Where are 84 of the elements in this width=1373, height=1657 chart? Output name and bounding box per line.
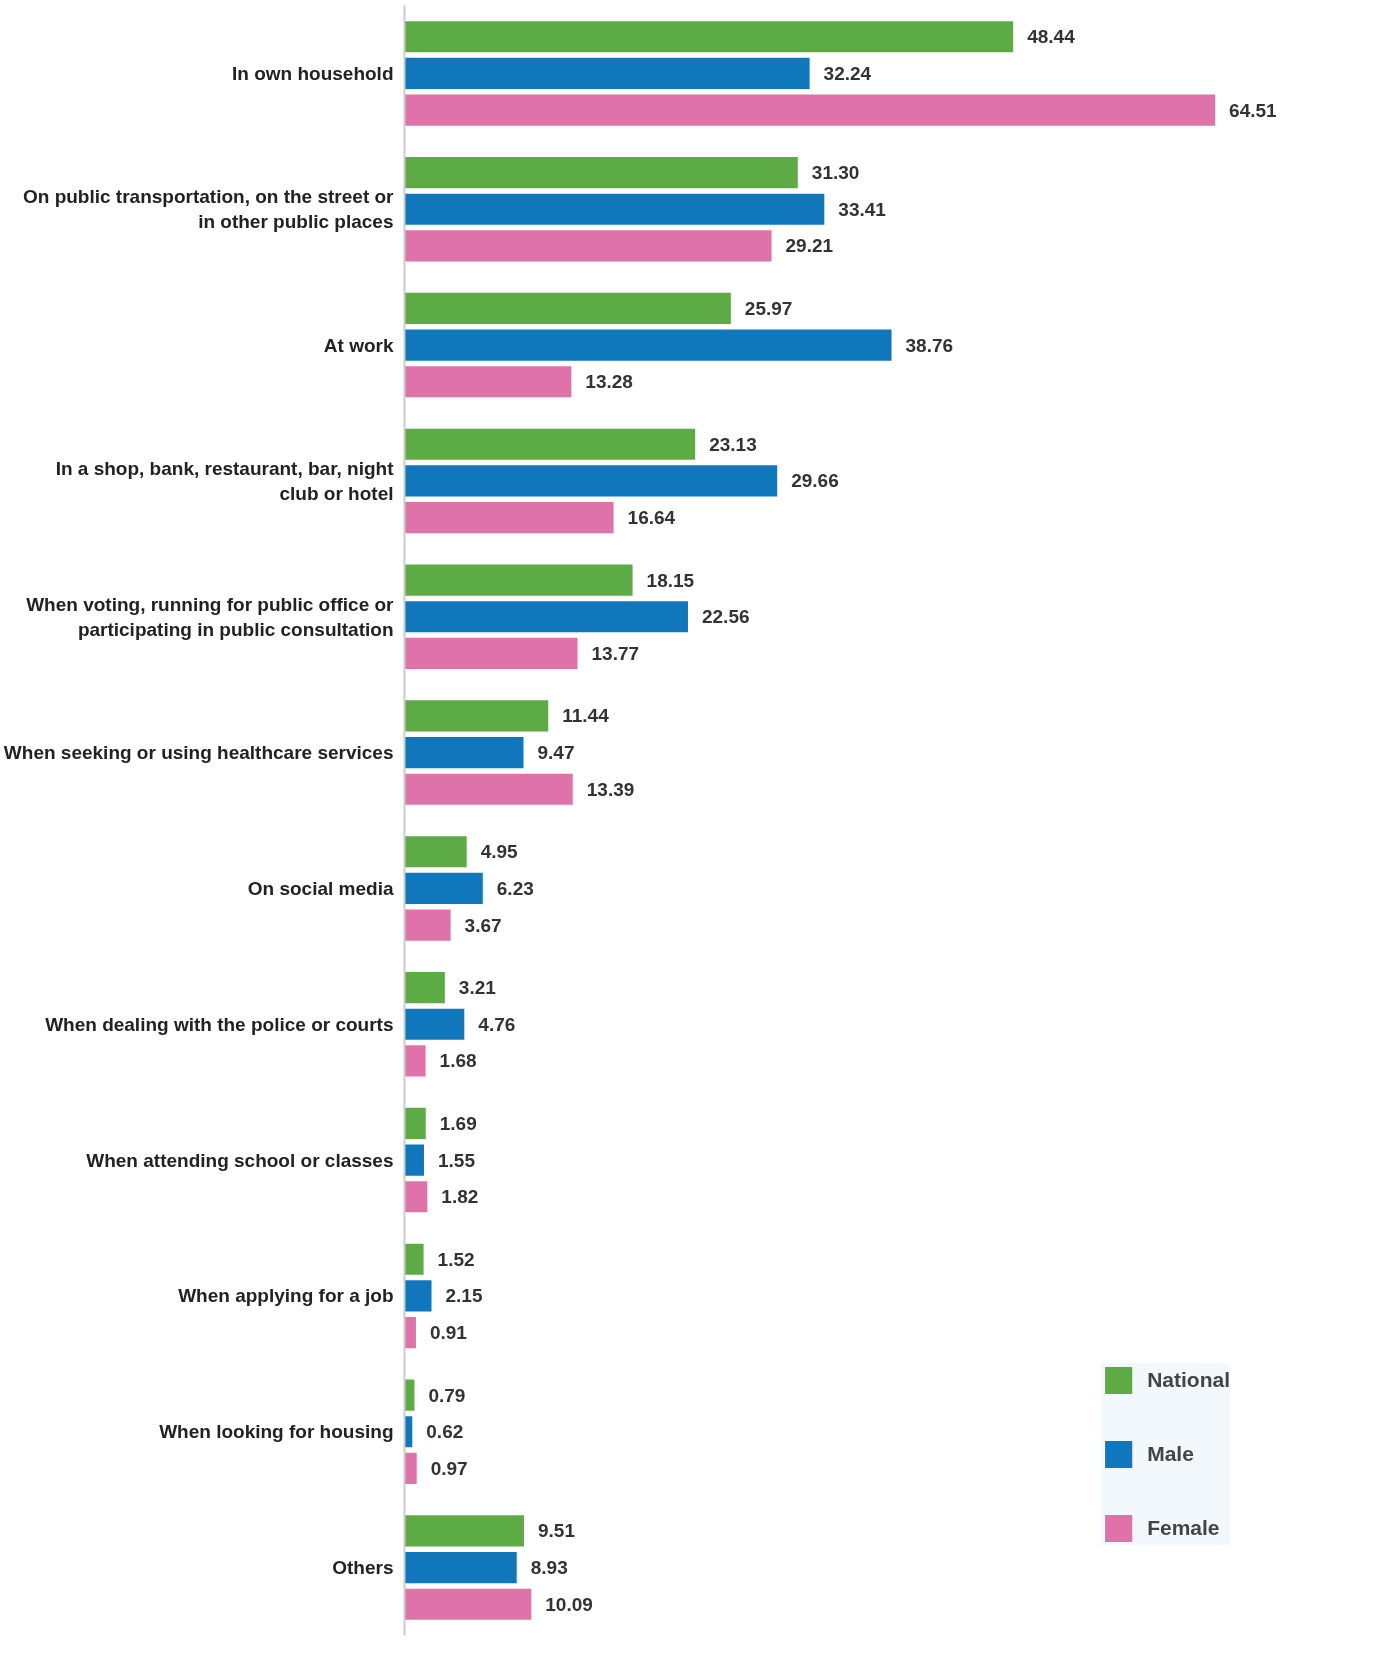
data-label: 16.64: [627, 507, 676, 529]
data-label: 32.24: [823, 62, 872, 84]
bar: [404, 465, 778, 497]
data-label: 13.28: [585, 371, 633, 393]
data-label: 31.30: [811, 162, 860, 184]
data-label: 4.76: [478, 1013, 516, 1035]
data-label: 33.41: [838, 198, 887, 220]
bar: [404, 292, 731, 324]
bar: [404, 57, 810, 89]
bar: [404, 737, 524, 769]
bar: [404, 21, 1014, 53]
bar: [404, 1107, 426, 1139]
bar: [404, 1552, 517, 1584]
y-tick-label: At work: [323, 334, 394, 356]
y-tick-label: Others: [332, 1557, 394, 1579]
bar: [404, 909, 451, 941]
bar: [404, 1515, 524, 1547]
data-label: 1.82: [441, 1186, 479, 1208]
data-label: 38.76: [905, 334, 954, 356]
bar: [404, 1452, 417, 1485]
y-tick-label: When attending school or classes: [86, 1149, 394, 1171]
bar: [404, 872, 483, 904]
data-label: 1.69: [439, 1112, 477, 1134]
y-tick-label: When applying for a job: [178, 1285, 394, 1307]
bar: [404, 836, 467, 868]
bar: [404, 700, 549, 732]
data-label: 1.52: [437, 1248, 475, 1270]
bar: [404, 366, 572, 398]
bar: [404, 564, 633, 596]
y-tick-label: When looking for housing: [159, 1421, 394, 1443]
legend-label: Male: [1147, 1442, 1194, 1466]
data-label: 9.51: [538, 1520, 576, 1542]
bar: [404, 502, 614, 534]
data-label: 2.15: [445, 1285, 483, 1307]
bar: [404, 601, 688, 633]
bar: [404, 230, 772, 262]
data-label: 6.23: [496, 877, 534, 899]
data-label: 18.15: [646, 569, 695, 591]
data-label: 0.97: [430, 1457, 468, 1479]
data-label: 23.13: [709, 433, 757, 455]
data-label: 1.55: [437, 1149, 476, 1171]
y-tick-label: When dealing with the police or courts: [45, 1013, 394, 1035]
data-label: 48.44: [1027, 26, 1076, 48]
bar: [404, 637, 578, 670]
data-label: 11.44: [562, 705, 610, 727]
data-label: 4.95: [480, 841, 519, 863]
data-label: 29.21: [785, 235, 834, 257]
data-label: 22.56: [701, 606, 750, 628]
bar: [404, 773, 573, 805]
bar: [404, 428, 696, 460]
bar: [404, 1588, 532, 1620]
bar: [404, 94, 1216, 126]
y-tick-label: In a shop, bank, restaurant, bar, night club or hotel: [55, 457, 395, 505]
legend-label: Female: [1147, 1516, 1220, 1540]
y-tick-label: On social media: [247, 877, 394, 899]
data-label: 3.67: [464, 914, 502, 936]
bar: [404, 1243, 424, 1275]
data-label: 10.09: [545, 1593, 593, 1615]
bar: [404, 1008, 465, 1040]
bar: [404, 1144, 424, 1176]
data-label: 0.79: [428, 1384, 466, 1406]
bar: [404, 1181, 428, 1213]
data-label: 3.21: [458, 977, 497, 999]
data-label: 1.68: [439, 1050, 477, 1072]
y-tick-label: When seeking or using healthcare services: [3, 742, 394, 764]
data-label: 25.97: [744, 297, 793, 319]
data-label: 13.39: [586, 778, 635, 800]
legend-label: National: [1147, 1368, 1230, 1392]
data-label: 64.51: [1229, 99, 1278, 121]
data-label: 13.77: [591, 642, 640, 664]
data-label: 0.62: [426, 1421, 464, 1443]
bar: [404, 1045, 426, 1077]
bar: [404, 156, 798, 189]
bar: [404, 1280, 432, 1312]
y-tick-label: In own household: [232, 62, 394, 84]
data-label: 0.91: [429, 1322, 468, 1344]
y-tick-label: On public transportation, on the street or in other public places: [22, 186, 395, 233]
data-label: 9.47: [537, 742, 575, 764]
y-tick-label: When voting, running for public office or participating in public consultation: [26, 593, 395, 640]
bar: [404, 329, 892, 361]
bar: [404, 971, 445, 1004]
data-label: 8.93: [530, 1557, 568, 1579]
data-label: 29.66: [791, 470, 839, 492]
bar: [404, 193, 825, 225]
